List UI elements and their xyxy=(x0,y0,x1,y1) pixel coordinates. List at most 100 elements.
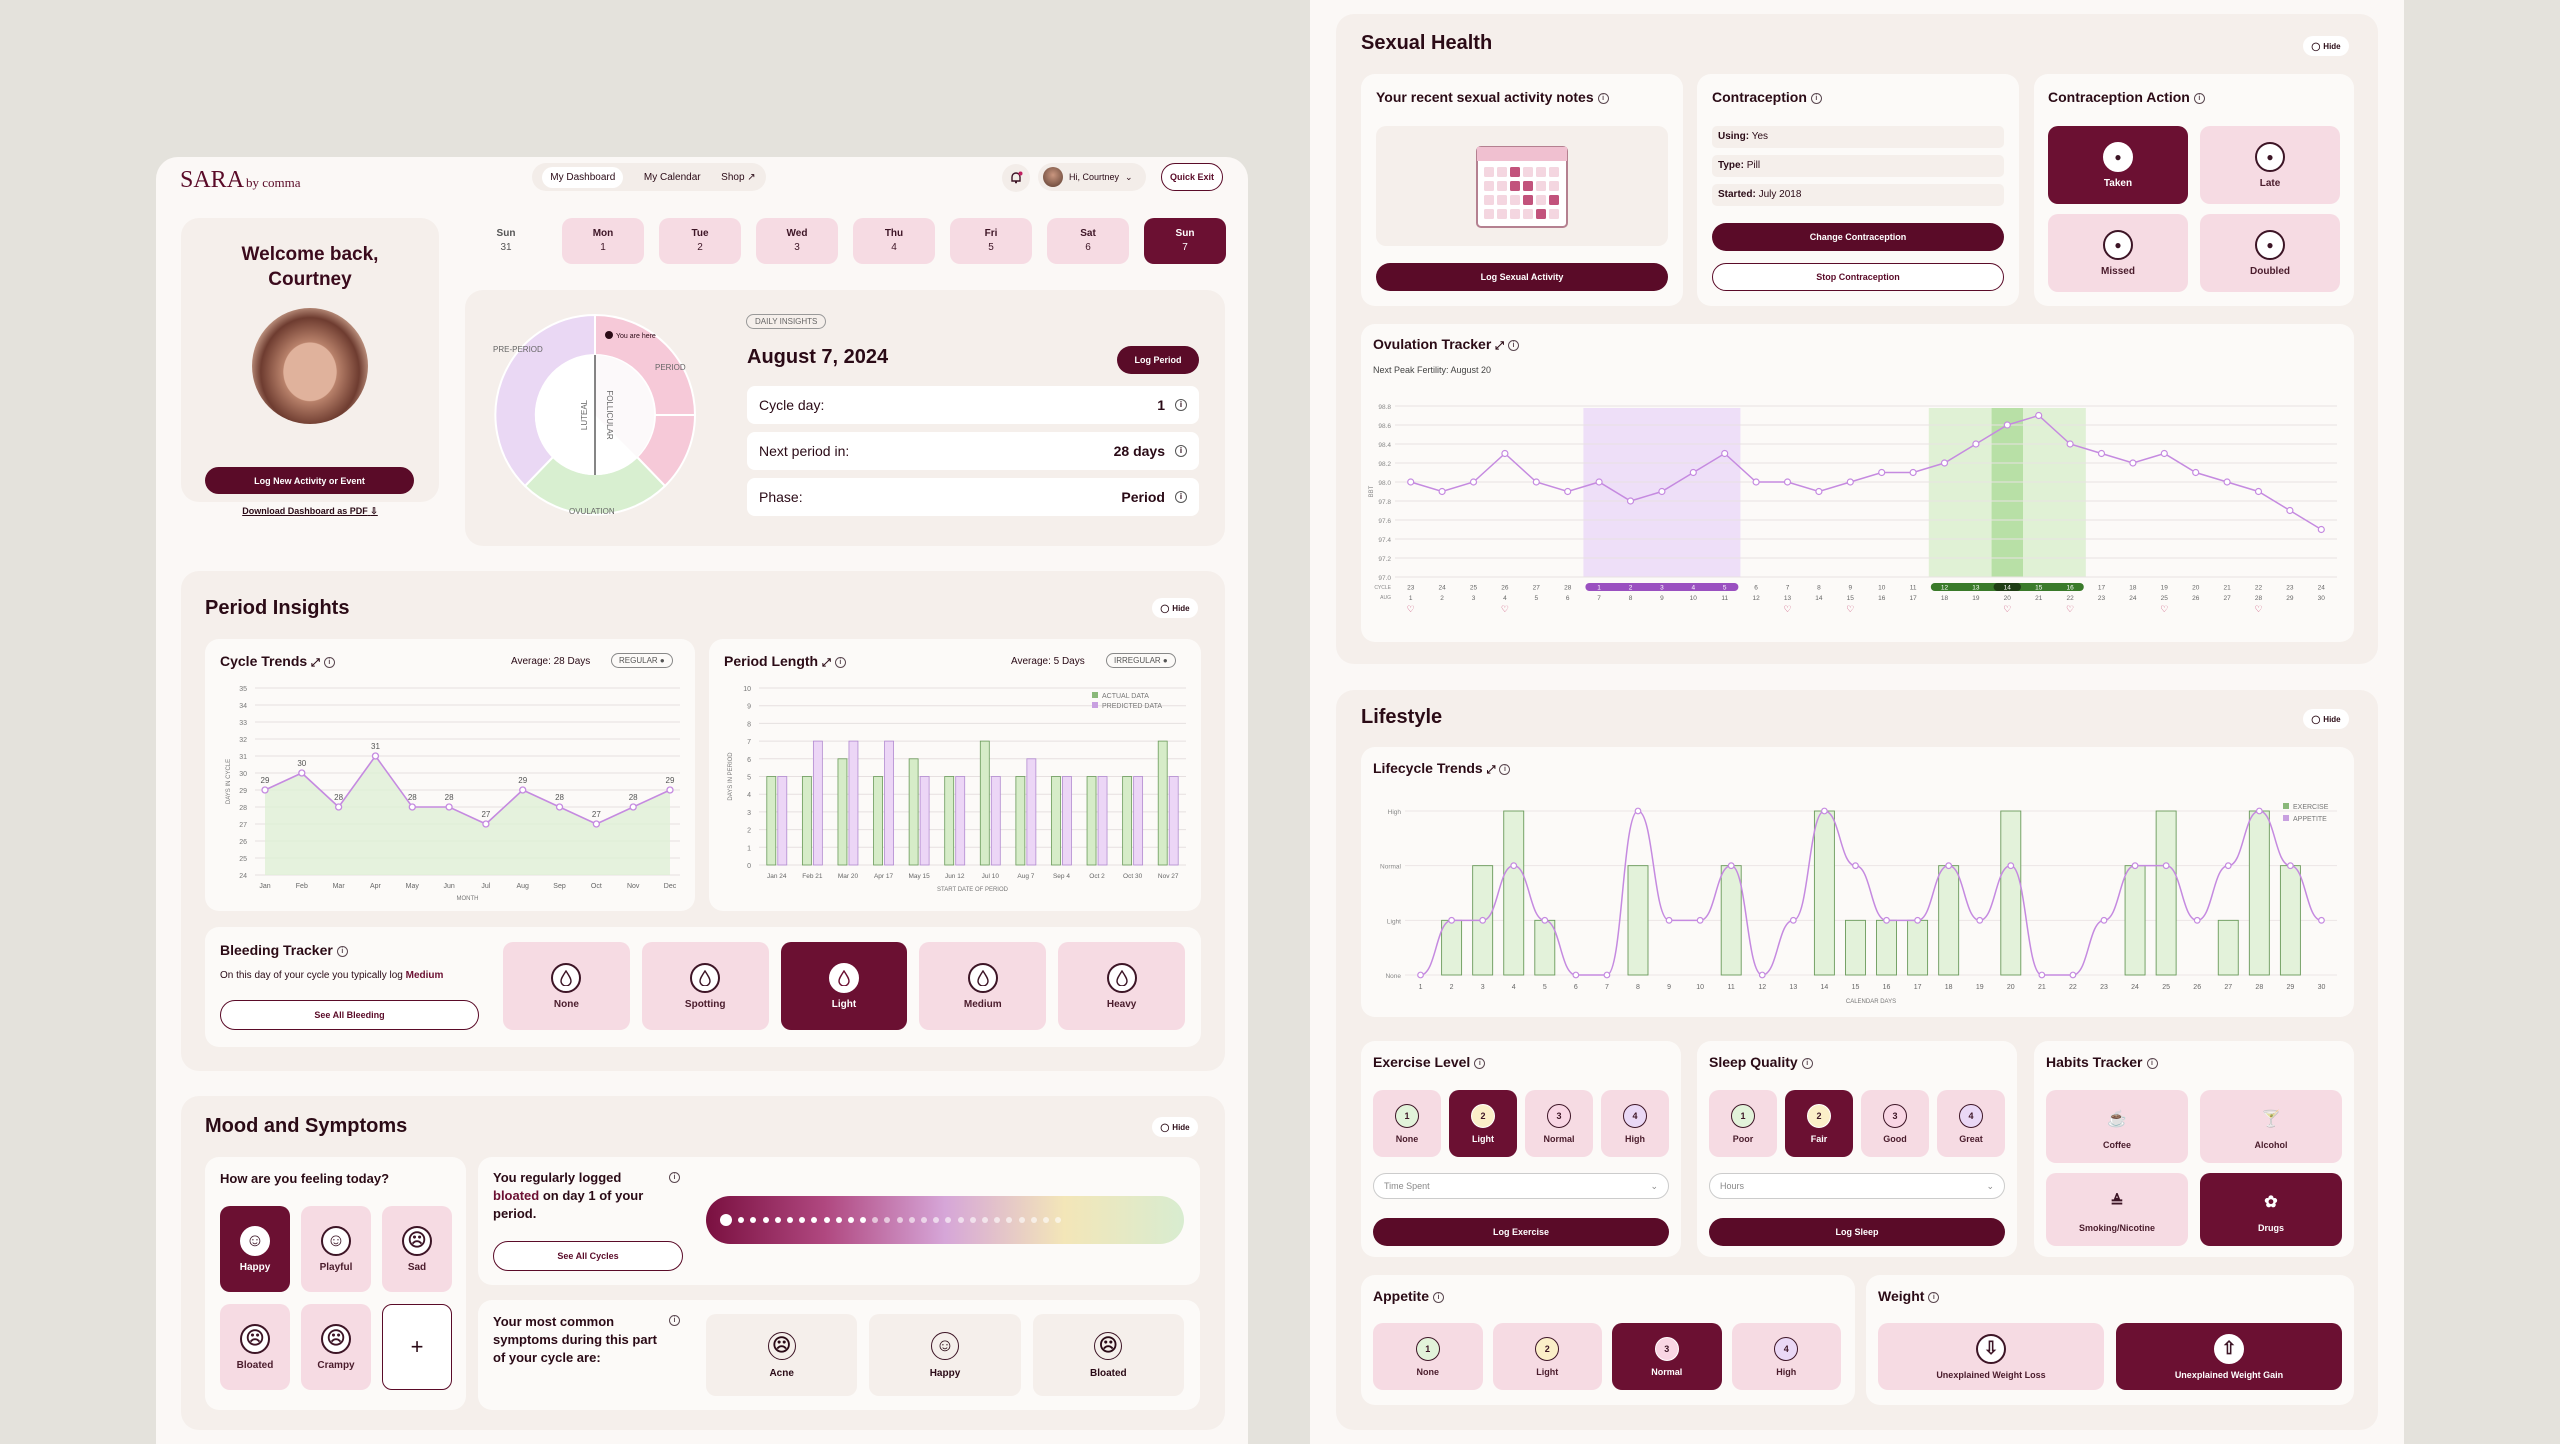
wheel-you-are-here: You are here xyxy=(616,333,656,340)
log-period-button[interactable]: Log Period xyxy=(1117,346,1199,374)
sleep-option-fair[interactable]: 2 Fair xyxy=(1785,1090,1853,1157)
expand-icon[interactable]: ⤢ xyxy=(1486,764,1496,776)
bleeding-option-heavy[interactable]: Heavy xyxy=(1058,942,1185,1030)
slider-handle[interactable] xyxy=(720,1214,732,1226)
mood-option-sad[interactable]: ☹ Sad xyxy=(382,1206,452,1292)
download-pdf-link[interactable]: Download Dashboard as PDF ⇩ xyxy=(181,506,439,517)
mood-option-bloated[interactable]: ☹ Bloated xyxy=(220,1304,290,1390)
x-tick-label: 18 xyxy=(1945,984,1953,991)
info-icon[interactable]: i xyxy=(669,1315,680,1326)
nav-shop[interactable]: Shop ↗ xyxy=(721,171,756,183)
info-icon[interactable]: i xyxy=(2193,92,2205,104)
contraception-missed-button[interactable]: ● Missed xyxy=(2048,214,2188,292)
sexual-hide-button[interactable]: ◯ Hide xyxy=(2303,36,2349,56)
day-thu-4[interactable]: Thu 4 xyxy=(853,218,935,264)
bleeding-option-medium[interactable]: Medium xyxy=(919,942,1047,1030)
logo[interactable]: SARA by comma xyxy=(180,167,301,194)
log-sexual-activity-button[interactable]: Log Sexual Activity xyxy=(1376,263,1668,291)
data-label: 28 xyxy=(408,793,417,802)
quick-exit-button[interactable]: Quick Exit xyxy=(1161,163,1223,191)
info-icon[interactable]: i xyxy=(336,945,348,957)
habit-drugs[interactable]: ✿ Drugs xyxy=(2200,1173,2342,1246)
lifestyle-hide-button[interactable]: ◯ Hide xyxy=(2303,709,2349,729)
insight-date: August 7, 2024 xyxy=(747,346,889,368)
see-all-cycles-button[interactable]: See All Cycles xyxy=(493,1241,683,1271)
log-new-activity-button[interactable]: Log New Activity or Event xyxy=(205,467,414,494)
time-spent-select[interactable]: Time Spent ⌄ xyxy=(1373,1173,1669,1199)
expand-icon[interactable]: ⤢ xyxy=(1495,340,1504,352)
weight-loss-option[interactable]: ⇩ Unexplained Weight Loss xyxy=(1878,1323,2104,1390)
habit-alcohol[interactable]: 🍸 Alcohol xyxy=(2200,1090,2342,1163)
contraception-taken-button[interactable]: ● Taken xyxy=(2048,126,2188,204)
info-icon[interactable]: i xyxy=(1175,399,1187,411)
see-all-bleeding-button[interactable]: See All Bleeding xyxy=(220,1000,479,1030)
info-icon[interactable]: i xyxy=(834,656,846,668)
info-icon[interactable]: i xyxy=(1928,1291,1940,1303)
user-menu[interactable]: Hi, Courtney ⌄ xyxy=(1038,163,1146,191)
info-icon[interactable]: i xyxy=(1175,491,1187,503)
contraception-doubled-button[interactable]: ● Doubled xyxy=(2200,214,2340,292)
hours-select[interactable]: Hours ⌄ xyxy=(1709,1173,2005,1199)
contraception-late-button[interactable]: ● Late xyxy=(2200,126,2340,204)
habit-coffee[interactable]: ☕ Coffee xyxy=(2046,1090,2188,1163)
x-tick-label: 12 xyxy=(1758,984,1766,991)
day-mon-1[interactable]: Mon 1 xyxy=(562,218,644,264)
expand-icon[interactable]: ⤢ xyxy=(822,657,831,669)
day-wed-3[interactable]: Wed 3 xyxy=(756,218,838,264)
mood-option-happy[interactable]: ☺ Happy xyxy=(220,1206,290,1292)
feeling-title: How are you feeling today? xyxy=(220,1171,390,1186)
appetite-option-high[interactable]: 4 High xyxy=(1731,1323,1841,1390)
log-exercise-button[interactable]: Log Exercise xyxy=(1373,1218,1669,1246)
sleep-option-good[interactable]: 3 Good xyxy=(1861,1090,1929,1157)
stop-contraception-button[interactable]: Stop Contraception xyxy=(1712,263,2004,291)
nav-my-dashboard[interactable]: My Dashboard xyxy=(542,166,624,188)
info-icon[interactable]: i xyxy=(2146,1057,2158,1069)
appetite-option-light[interactable]: 2 Light xyxy=(1492,1323,1602,1390)
bell-icon[interactable] xyxy=(1002,164,1030,192)
log-sleep-button[interactable]: Log Sleep xyxy=(1709,1218,2005,1246)
period-hide-button[interactable]: ◯ Hide xyxy=(1152,598,1198,618)
sleep-option-poor[interactable]: 1 Poor xyxy=(1709,1090,1777,1157)
info-icon[interactable]: i xyxy=(1474,1057,1486,1069)
info-icon[interactable]: i xyxy=(1507,339,1519,351)
change-contraception-button[interactable]: Change Contraception xyxy=(1712,223,2004,251)
hide-label: Hide xyxy=(1172,603,1190,613)
exercise-option-high[interactable]: 4 High xyxy=(1601,1090,1669,1157)
exercise-option-light[interactable]: 2 Light xyxy=(1449,1090,1517,1157)
info-icon[interactable]: i xyxy=(1499,763,1511,775)
day-fri-5[interactable]: Fri 5 xyxy=(950,218,1032,264)
appetite-line xyxy=(1420,810,2322,976)
info-icon[interactable]: i xyxy=(1433,1291,1444,1303)
exercise-option-normal[interactable]: 3 Normal xyxy=(1525,1090,1593,1157)
info-icon[interactable]: i xyxy=(1801,1057,1813,1069)
cycle-day-slider[interactable] xyxy=(706,1196,1184,1244)
bleeding-option-none[interactable]: None xyxy=(503,942,630,1030)
info-icon[interactable]: i xyxy=(1810,92,1822,104)
add-mood-button[interactable]: + xyxy=(382,1304,452,1390)
info-icon[interactable]: i xyxy=(323,656,335,668)
weight-gain-option[interactable]: ⇧ Unexplained Weight Gain xyxy=(2116,1323,2342,1390)
day-number: 4 xyxy=(891,242,897,253)
day-sun-31[interactable]: Sun 31 xyxy=(465,218,547,264)
x-tick-label: 13 xyxy=(1789,984,1797,991)
bleeding-option-spotting[interactable]: Spotting xyxy=(641,942,769,1030)
info-icon[interactable]: i xyxy=(1597,92,1609,104)
mood-option-playful[interactable]: ☺ Playful xyxy=(301,1206,371,1292)
exercise-option-none[interactable]: 1 None xyxy=(1373,1090,1441,1157)
mood-option-crampy[interactable]: ☹ Crampy xyxy=(301,1304,371,1390)
nav-my-calendar[interactable]: My Calendar xyxy=(643,171,701,183)
info-icon[interactable]: i xyxy=(669,1172,680,1183)
day-sat-6[interactable]: Sat 6 xyxy=(1047,218,1129,264)
bleeding-option-light[interactable]: Light xyxy=(780,942,908,1030)
appetite-option-none[interactable]: 1 None xyxy=(1373,1323,1483,1390)
day-tue-2[interactable]: Tue 2 xyxy=(659,218,741,264)
mood-hide-button[interactable]: ◯ Hide xyxy=(1152,1117,1198,1137)
day-sun-7[interactable]: Sun 7 xyxy=(1144,218,1226,264)
sleep-option-great[interactable]: 4 Great xyxy=(1937,1090,2005,1157)
droplet-icon xyxy=(551,962,582,993)
bar-predicted xyxy=(1026,758,1037,866)
info-icon[interactable]: i xyxy=(1175,445,1187,457)
habit-smoking-nicotine[interactable]: ≜ Smoking/Nicotine xyxy=(2046,1173,2188,1246)
appetite-option-normal[interactable]: 3 Normal xyxy=(1612,1323,1722,1390)
expand-icon[interactable]: ⤢ xyxy=(311,657,320,669)
